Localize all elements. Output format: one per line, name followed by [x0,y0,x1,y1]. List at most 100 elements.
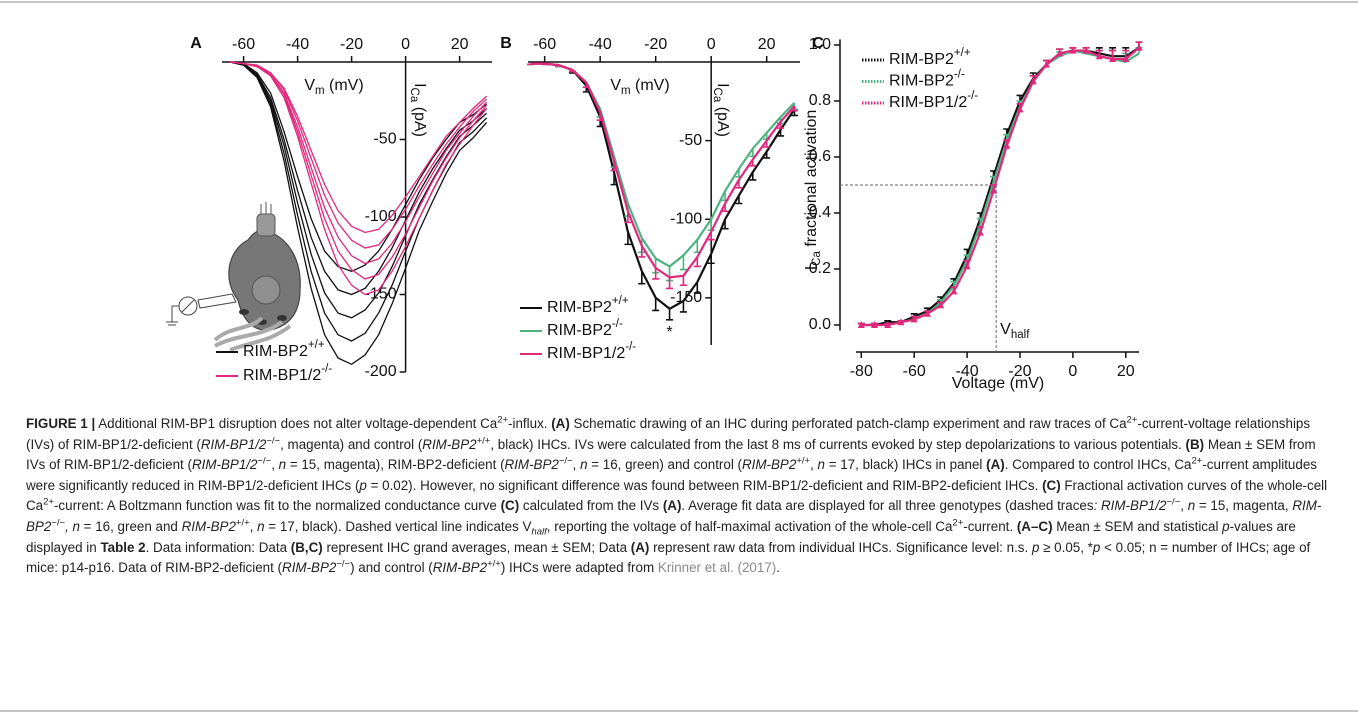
trace [229,61,488,319]
figure-caption: FIGURE 1 | Additional RIM-BP1 disruption… [26,414,1338,579]
marker [1003,141,1011,149]
legend-label-part: RIM-BP1/2 [243,367,321,384]
caption-run: . [776,560,780,576]
error-bar [990,175,998,183]
error-bar [777,129,785,137]
caption-run: p [1031,539,1040,555]
error-bar [749,159,757,167]
caption-run: Mean ± SEM and statistical [1052,518,1223,534]
caption-run: ) and control ( [350,560,433,576]
caption-run: = 17, black) IHCs in panel [824,457,987,473]
error-bar [777,121,785,129]
caption-run: RIM-BP2 [741,457,797,473]
marker [990,186,998,194]
y-axis-label-part: (pA) [714,102,731,137]
y-tick-label: -50 [679,132,702,149]
caption-run: = 15, magenta, [1195,498,1293,514]
error-bar [763,140,771,148]
annotation: Vhalf [1000,321,1030,341]
caption-run: (B) [1185,436,1205,452]
legend-label-part: -/- [954,69,965,81]
caption-run: p [359,477,367,493]
error-bar [749,172,757,181]
caption-run: , [1180,498,1188,514]
caption-run: -current. [963,518,1017,534]
legend-label-part: RIM-BP1/2 [547,345,625,362]
error-bar [950,280,958,286]
error-bar [1003,133,1011,141]
x-tick-label: -80 [850,363,873,380]
error-bar [679,275,687,287]
y-tick-label: 1.0 [809,36,831,53]
series-line [861,46,1140,327]
x-axis-label: Vm (mV) [610,77,669,97]
y-tick-label: 0.2 [809,260,831,277]
y-tick-label: 0.6 [809,148,831,165]
marker [910,315,918,323]
y-tick-label: 0.4 [809,204,831,221]
panel-label: C [812,35,824,52]
caption-run: = 15, magenta), RIM-BP2-deficient ( [286,457,505,473]
y-axis-label-part: I [803,266,820,270]
caption-run: RIM-BP1/2 [200,436,267,452]
trace [230,61,488,296]
marker [1016,105,1024,113]
caption-run: Schematic drawing of an IHC during perfo… [569,416,1127,431]
marker [1029,77,1037,85]
caption-run: (A) [630,539,650,555]
error-bar [624,231,632,246]
caption-run: (A) [662,498,682,514]
caption-run: p [1092,539,1101,555]
caption-run: -current amplitudes were significantly r… [26,457,1317,493]
x-tick-label: 0 [707,36,716,53]
marker [963,262,971,270]
y-tick-label: -100 [365,208,397,225]
caption-run: n [278,457,287,473]
annotation-part: V [1000,321,1011,338]
caption-run: . Average fit data are displayed for all… [681,498,1094,514]
caption-run: = 16, green and [79,518,182,534]
y-axis-label-part: I [411,83,428,87]
error-bar [693,256,701,268]
caption-run: RIM-BP2 [432,560,488,576]
error-bar [721,219,729,230]
y-tick-label: 0.8 [809,92,831,109]
annotation-part: half [1011,329,1030,341]
marker [884,321,892,328]
error-bar [735,179,743,189]
x-tick-label: -40 [286,36,309,53]
error-bar [610,172,618,186]
caption-run: 2+ [1191,455,1203,467]
legend-label: RIM-BP2-/- [547,318,623,339]
marker [976,228,984,236]
caption-run: RIM-BP1/2 [191,457,258,473]
caption-run: < 0.05; n = number of IHCs; age of mice:… [26,539,1311,576]
error-bar [555,65,563,67]
legend-label-part: RIM-BP2 [547,299,612,316]
x-axis-label-part: V [610,77,621,94]
marker [1069,46,1077,54]
y-tick-label: -150 [365,286,397,303]
marker [857,321,865,328]
y-axis-label-part: (pA) [411,102,428,137]
caption-run: RIM-BP2 [26,498,1322,534]
caption-run: -current: A Boltzmann function was fit t… [53,498,501,514]
x-tick-label: -20 [644,36,667,53]
caption-run: 2+ [43,496,54,508]
caption-run: -influx. [508,416,552,431]
error-bar [624,211,632,224]
caption-run: −/− [558,455,573,467]
legend-label: RIM-BP2+/+ [889,47,971,68]
error-bar [652,297,660,312]
marker [1122,55,1130,62]
error-bar [790,106,798,112]
caption-run: RIM-BP2 [504,457,559,473]
caption-run: = 17, black). Dashed vertical line indic… [264,518,532,534]
x-axis-label-part: m [315,85,325,97]
trace [230,61,488,234]
marker [923,309,931,317]
caption-run: 2+ [497,414,509,426]
caption-run: , [271,457,279,473]
caption-run: = 16, green) and control ( [587,457,742,473]
x-axis-label-part: m [621,85,631,97]
